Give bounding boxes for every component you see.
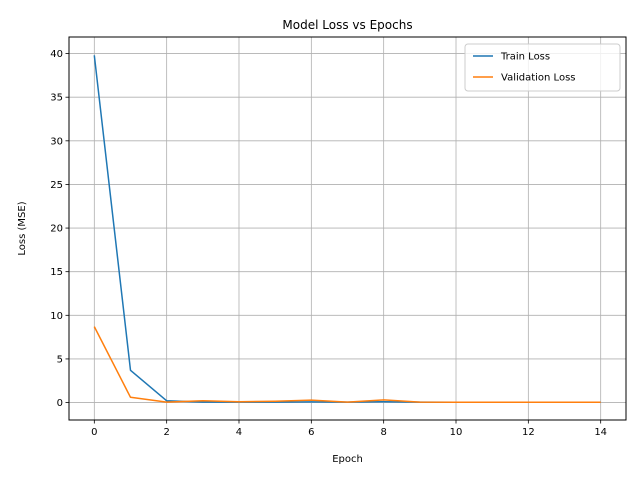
x-tick-label: 2	[163, 427, 169, 438]
legend-label: Train Loss	[500, 52, 550, 63]
y-tick-label: 40	[50, 49, 63, 60]
x-tick-label: 4	[236, 427, 242, 438]
x-tick-label: 10	[450, 427, 463, 438]
series-line-validation-loss	[93, 326, 601, 404]
axis-ticks: 0 2 4 6 8 10 12 14 0 5 10 15 20 25 30 35 40	[50, 49, 607, 438]
y-axis-label: Loss (MSE)	[17, 201, 28, 255]
chart-title: Model Loss vs Epochs	[282, 18, 412, 32]
y-tick-label: 15	[50, 267, 63, 278]
legend-label: Validation Loss	[501, 73, 576, 84]
y-tick-label: 0	[57, 398, 63, 409]
x-tick-label: 0	[91, 427, 97, 438]
legend: Train Loss Validation Loss	[464, 43, 621, 92]
series-lines	[93, 55, 601, 404]
x-tick-label: 12	[522, 427, 535, 438]
grid	[69, 37, 626, 420]
y-tick-label: 5	[57, 354, 63, 365]
legend-box	[464, 43, 621, 92]
y-tick-label: 20	[50, 224, 63, 235]
x-tick-label: 6	[308, 427, 314, 438]
plot-frame	[68, 36, 627, 421]
x-tick-label: 8	[380, 427, 386, 438]
y-tick-label: 35	[50, 93, 63, 104]
x-axis-label: Epoch	[332, 454, 363, 465]
x-tick-label: 14	[594, 427, 607, 438]
y-tick-label: 30	[50, 136, 63, 147]
y-tick-label: 25	[50, 180, 63, 191]
y-tick-label: 10	[50, 311, 63, 322]
